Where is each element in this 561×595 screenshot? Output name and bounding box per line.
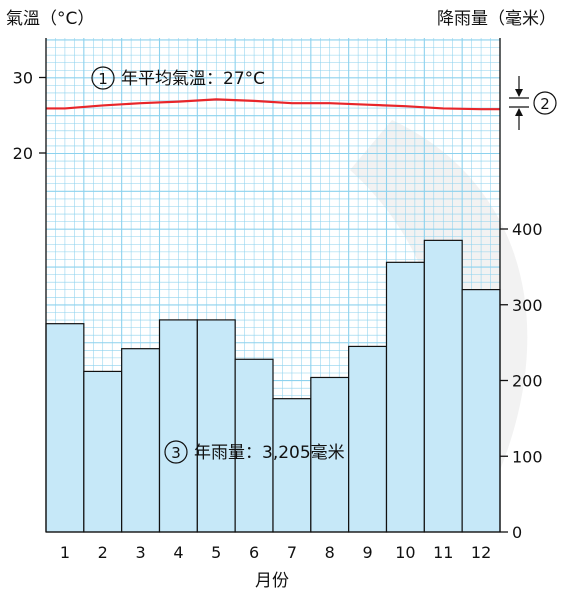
right-axis-label: 降雨量（毫米）	[437, 9, 556, 29]
x-axis-label: 月份	[255, 571, 289, 591]
annotation-3-number: 3	[171, 444, 181, 462]
month-label: 2	[98, 543, 108, 562]
month-label: 11	[433, 543, 453, 562]
annotation-1-number: 1	[98, 70, 108, 88]
month-label: 4	[173, 543, 183, 562]
rain-tick-label: 300	[512, 296, 543, 315]
rainfall-bar-1	[45, 323, 85, 533]
rainfall-bar-2	[83, 370, 123, 533]
month-label: 1	[60, 543, 70, 562]
month-label: 10	[395, 543, 415, 562]
rain-tick-label: 400	[512, 220, 543, 239]
month-label: 7	[287, 543, 297, 562]
month-label: 12	[471, 543, 491, 562]
month-label: 6	[249, 543, 259, 562]
rainfall-bar-4	[158, 319, 198, 533]
annotation-1-circle	[91, 66, 115, 90]
rain-tick-label: 200	[512, 372, 543, 391]
rainfall-bar-12	[461, 289, 501, 533]
month-label: 9	[362, 543, 372, 562]
rainfall-bar-10	[385, 261, 425, 533]
rainfall-bar-9	[348, 345, 388, 533]
mean-temp-annotation: 年平均氣溫：27°C	[121, 69, 265, 89]
month-label: 8	[325, 543, 335, 562]
left-axis-label: 氣溫（°C）	[6, 9, 94, 29]
month-label: 3	[135, 543, 145, 562]
annual-rain-annotation: 年雨量：3,205毫米	[194, 443, 345, 463]
rainfall-bar-5	[196, 319, 236, 533]
month-label: 5	[211, 543, 221, 562]
annotation-2-circle	[533, 91, 557, 115]
rain-tick-label: 100	[512, 447, 543, 466]
rainfall-bar-8	[310, 376, 350, 533]
annotation-2-number: 2	[540, 95, 550, 113]
rainfall-bar-7	[272, 398, 312, 533]
range-marker-2	[509, 76, 529, 130]
rainfall-bar-3	[121, 348, 161, 533]
temperature-line-group	[46, 98, 500, 111]
temperature-line	[46, 98, 500, 111]
rain-tick-label: 0	[512, 523, 522, 542]
annotation-3-circle	[164, 440, 188, 464]
rainfall-bar-11	[423, 239, 463, 533]
temp-tick-label: 20	[13, 144, 33, 163]
temp-tick-label: 30	[13, 69, 33, 88]
